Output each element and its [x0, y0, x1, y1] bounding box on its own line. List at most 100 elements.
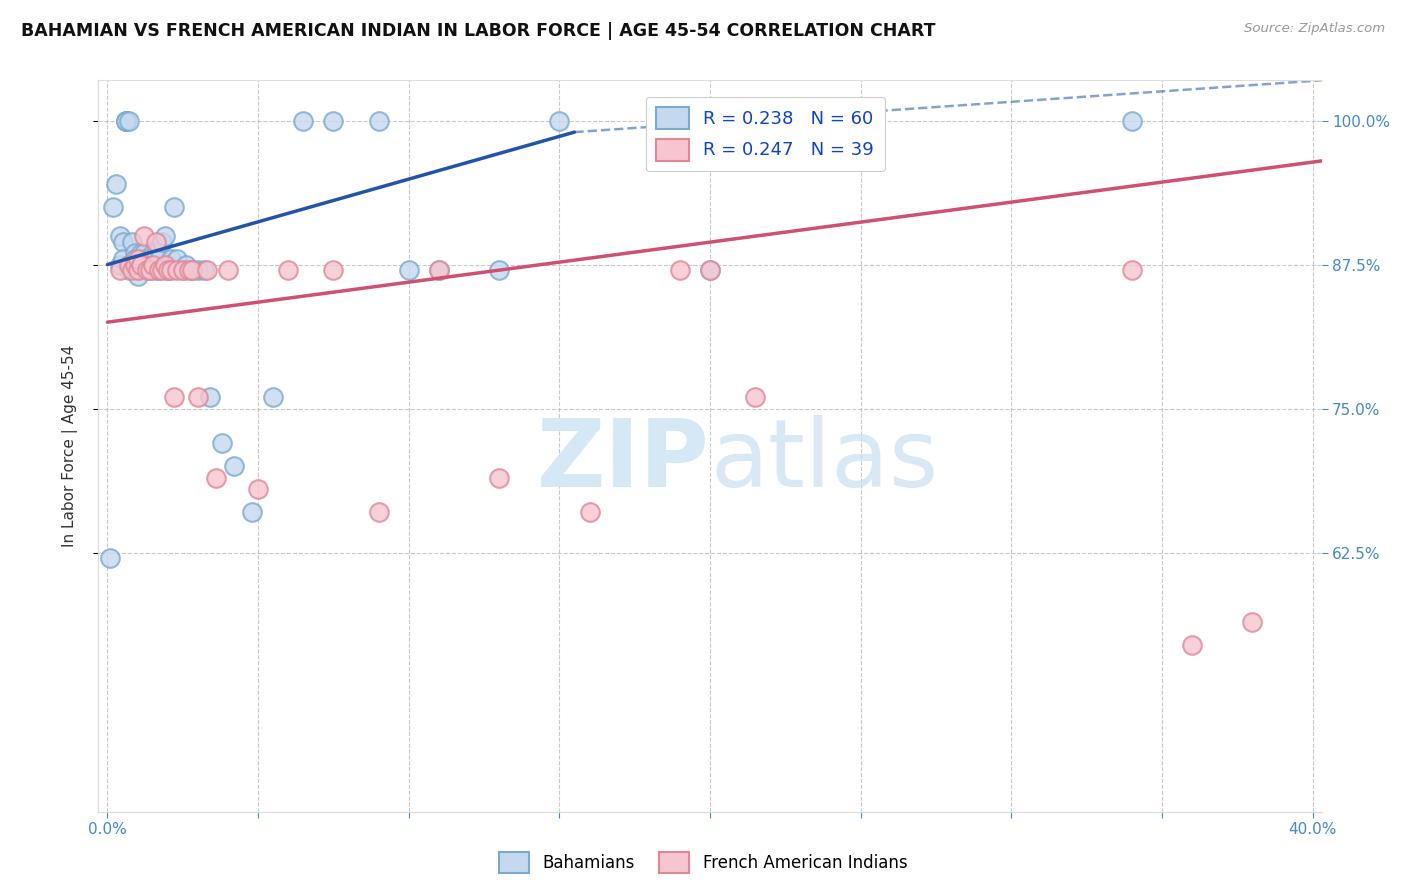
Point: [1241, 615, 1264, 629]
Point: [247, 482, 270, 496]
Point: [153, 228, 176, 243]
Point: [367, 505, 389, 519]
Point: [127, 269, 149, 284]
Point: [166, 263, 188, 277]
Point: [159, 263, 181, 277]
Point: [427, 263, 450, 277]
Point: [156, 263, 179, 277]
Point: [145, 263, 167, 277]
Point: [117, 258, 139, 272]
Point: [138, 258, 160, 272]
Point: [166, 252, 188, 266]
Point: [322, 263, 344, 277]
Point: [427, 263, 450, 277]
Point: [132, 246, 155, 260]
Point: [150, 263, 173, 277]
Point: [114, 113, 136, 128]
Point: [135, 263, 157, 277]
Point: [105, 177, 128, 191]
Text: Source: ZipAtlas.com: Source: ZipAtlas.com: [1244, 22, 1385, 36]
Point: [163, 200, 186, 214]
Legend: Bahamians, French American Indians: Bahamians, French American Indians: [492, 846, 914, 880]
Legend: R = 0.238   N = 60, R = 0.247   N = 39: R = 0.238 N = 60, R = 0.247 N = 39: [645, 96, 884, 171]
Point: [398, 263, 420, 277]
Point: [145, 235, 167, 249]
Point: [127, 263, 149, 277]
Point: [578, 505, 600, 519]
Point: [135, 258, 157, 272]
Point: [172, 263, 194, 277]
Point: [148, 263, 170, 277]
Point: [1181, 638, 1204, 652]
Point: [148, 252, 170, 266]
Point: [177, 263, 200, 277]
Point: [135, 252, 157, 266]
Point: [488, 263, 510, 277]
Point: [744, 390, 766, 404]
Point: [156, 263, 179, 277]
Point: [114, 113, 136, 128]
Point: [187, 263, 209, 277]
Point: [121, 258, 143, 272]
Point: [240, 505, 263, 519]
Point: [163, 390, 186, 404]
Point: [277, 263, 299, 277]
Point: [138, 263, 160, 277]
Point: [193, 263, 215, 277]
Point: [127, 258, 149, 272]
Point: [108, 263, 131, 277]
Point: [142, 258, 165, 272]
Text: BAHAMIAN VS FRENCH AMERICAN INDIAN IN LABOR FORCE | AGE 45-54 CORRELATION CHART: BAHAMIAN VS FRENCH AMERICAN INDIAN IN LA…: [21, 22, 935, 40]
Y-axis label: In Labor Force | Age 45-54: In Labor Force | Age 45-54: [62, 345, 77, 547]
Point: [111, 235, 134, 249]
Point: [367, 113, 389, 128]
Point: [129, 258, 152, 272]
Point: [292, 113, 315, 128]
Point: [100, 551, 122, 566]
Point: [114, 113, 136, 128]
Point: [180, 263, 202, 277]
Point: [187, 390, 209, 404]
Point: [699, 263, 721, 277]
Point: [211, 436, 233, 450]
Point: [108, 258, 131, 272]
Point: [117, 258, 139, 272]
Point: [132, 252, 155, 266]
Point: [174, 258, 197, 272]
Text: ZIP: ZIP: [537, 415, 710, 507]
Point: [124, 246, 146, 260]
Point: [121, 263, 143, 277]
Point: [198, 390, 221, 404]
Point: [129, 252, 152, 266]
Point: [111, 252, 134, 266]
Point: [1121, 113, 1143, 128]
Point: [142, 252, 165, 266]
Point: [124, 252, 146, 266]
Point: [172, 263, 194, 277]
Point: [195, 263, 218, 277]
Point: [142, 246, 165, 260]
Point: [121, 235, 143, 249]
Point: [150, 235, 173, 249]
Point: [129, 246, 152, 260]
Point: [103, 200, 125, 214]
Point: [156, 258, 179, 272]
Point: [108, 228, 131, 243]
Point: [222, 459, 245, 474]
Point: [138, 263, 160, 277]
Point: [205, 471, 228, 485]
Point: [132, 258, 155, 272]
Point: [124, 258, 146, 272]
Point: [217, 263, 239, 277]
Point: [145, 246, 167, 260]
Point: [1121, 263, 1143, 277]
Point: [322, 113, 344, 128]
Point: [488, 471, 510, 485]
Text: atlas: atlas: [710, 415, 938, 507]
Point: [132, 228, 155, 243]
Point: [117, 263, 139, 277]
Point: [153, 258, 176, 272]
Point: [548, 113, 571, 128]
Point: [180, 263, 202, 277]
Point: [262, 390, 284, 404]
